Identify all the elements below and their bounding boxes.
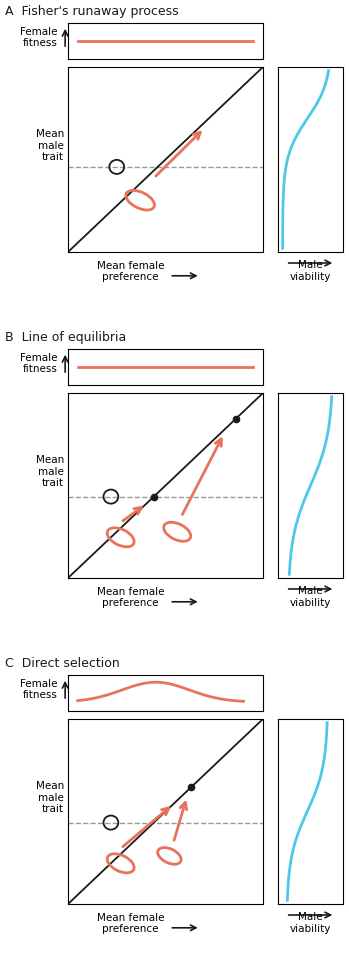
Text: Female
fitness: Female fitness bbox=[20, 678, 58, 700]
Text: Mean
male
trait: Mean male trait bbox=[36, 129, 64, 162]
Text: Female
fitness: Female fitness bbox=[20, 26, 58, 49]
Text: Mean female
preference: Mean female preference bbox=[97, 260, 164, 282]
Text: Mean
male
trait: Mean male trait bbox=[36, 455, 64, 488]
Text: Male
viability: Male viability bbox=[290, 911, 331, 933]
Text: A  Fisher's runaway process: A Fisher's runaway process bbox=[5, 6, 179, 19]
Text: Mean
male
trait: Mean male trait bbox=[36, 780, 64, 814]
Text: Female
fitness: Female fitness bbox=[20, 352, 58, 375]
Text: C  Direct selection: C Direct selection bbox=[5, 657, 120, 670]
Text: Mean female
preference: Mean female preference bbox=[97, 911, 164, 933]
Text: B  Line of equilibria: B Line of equilibria bbox=[5, 332, 126, 344]
Text: Mean female
preference: Mean female preference bbox=[97, 586, 164, 607]
Text: Male
viability: Male viability bbox=[290, 586, 331, 607]
Text: Male
viability: Male viability bbox=[290, 260, 331, 282]
